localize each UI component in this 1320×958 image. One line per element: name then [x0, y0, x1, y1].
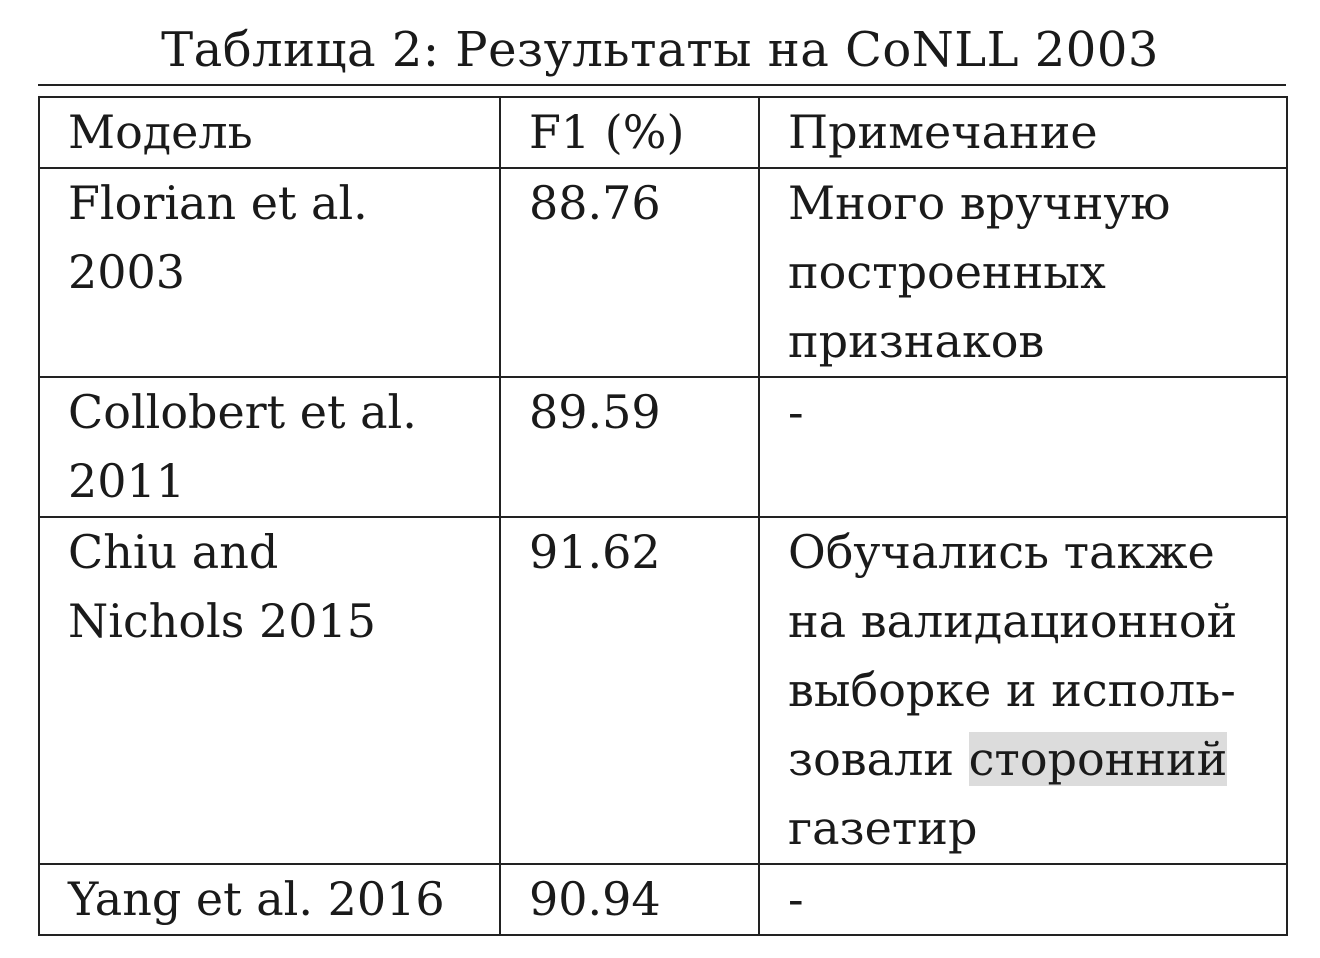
note-line: - — [788, 872, 804, 926]
results-table: Модель F1 (%) Примечание Florian et al. … — [38, 96, 1288, 936]
note-line: Много вручную — [788, 176, 1171, 230]
table-row: Collobert et al. 2011 89.59 - — [38, 376, 1288, 518]
table-header-row: Модель F1 (%) Примечание — [38, 96, 1288, 169]
cell-note: - — [758, 376, 1288, 518]
model-line: Yang et al. 2016 — [68, 872, 445, 926]
model-line: Collobert et al. — [68, 385, 417, 439]
note-line: на валидационной — [788, 594, 1238, 648]
cell-f1: 91.62 — [499, 516, 760, 865]
note-line: - — [788, 385, 804, 439]
cell-note: Обучались также на валидационной выборке… — [758, 516, 1288, 865]
table-row: Chiu and Nichols 2015 91.62 Обучались та… — [38, 516, 1288, 865]
cell-f1: 88.76 — [499, 167, 760, 378]
model-line: Nichols 2015 — [68, 594, 377, 648]
note-line: Обучались также — [788, 525, 1215, 579]
table-row: Florian et al. 2003 88.76 Много вручную … — [38, 167, 1288, 378]
model-line: Florian et al. — [68, 176, 368, 230]
note-line: выборке и исполь- — [788, 663, 1236, 717]
cell-note: Много вручную построенных признаков — [758, 167, 1288, 378]
cell-model: Yang et al. 2016 — [38, 863, 501, 936]
highlighted-word: сторонний — [968, 732, 1228, 786]
table-row: Yang et al. 2016 90.94 - — [38, 863, 1288, 936]
cell-model: Florian et al. 2003 — [38, 167, 501, 378]
note-line: построенных — [788, 245, 1106, 299]
model-line: Chiu and — [68, 525, 279, 579]
header-f1: F1 (%) — [499, 96, 760, 169]
cell-f1: 90.94 — [499, 863, 760, 936]
cell-note: - — [758, 863, 1288, 936]
table-caption: Таблица 2: Результаты на CoNLL 2003 — [161, 22, 1159, 78]
model-line: 2011 — [68, 454, 186, 508]
top-rule — [38, 84, 1286, 86]
note-text: зовали — [788, 732, 969, 786]
note-line: признаков — [788, 314, 1045, 368]
note-line: газетир — [788, 801, 978, 855]
cell-model: Chiu and Nichols 2015 — [38, 516, 501, 865]
cell-f1: 89.59 — [499, 376, 760, 518]
note-line: зовали сторонний — [788, 725, 1266, 794]
model-line: 2003 — [68, 245, 186, 299]
cell-model: Collobert et al. 2011 — [38, 376, 501, 518]
header-note: Примечание — [758, 96, 1288, 169]
header-model: Модель — [38, 96, 501, 169]
